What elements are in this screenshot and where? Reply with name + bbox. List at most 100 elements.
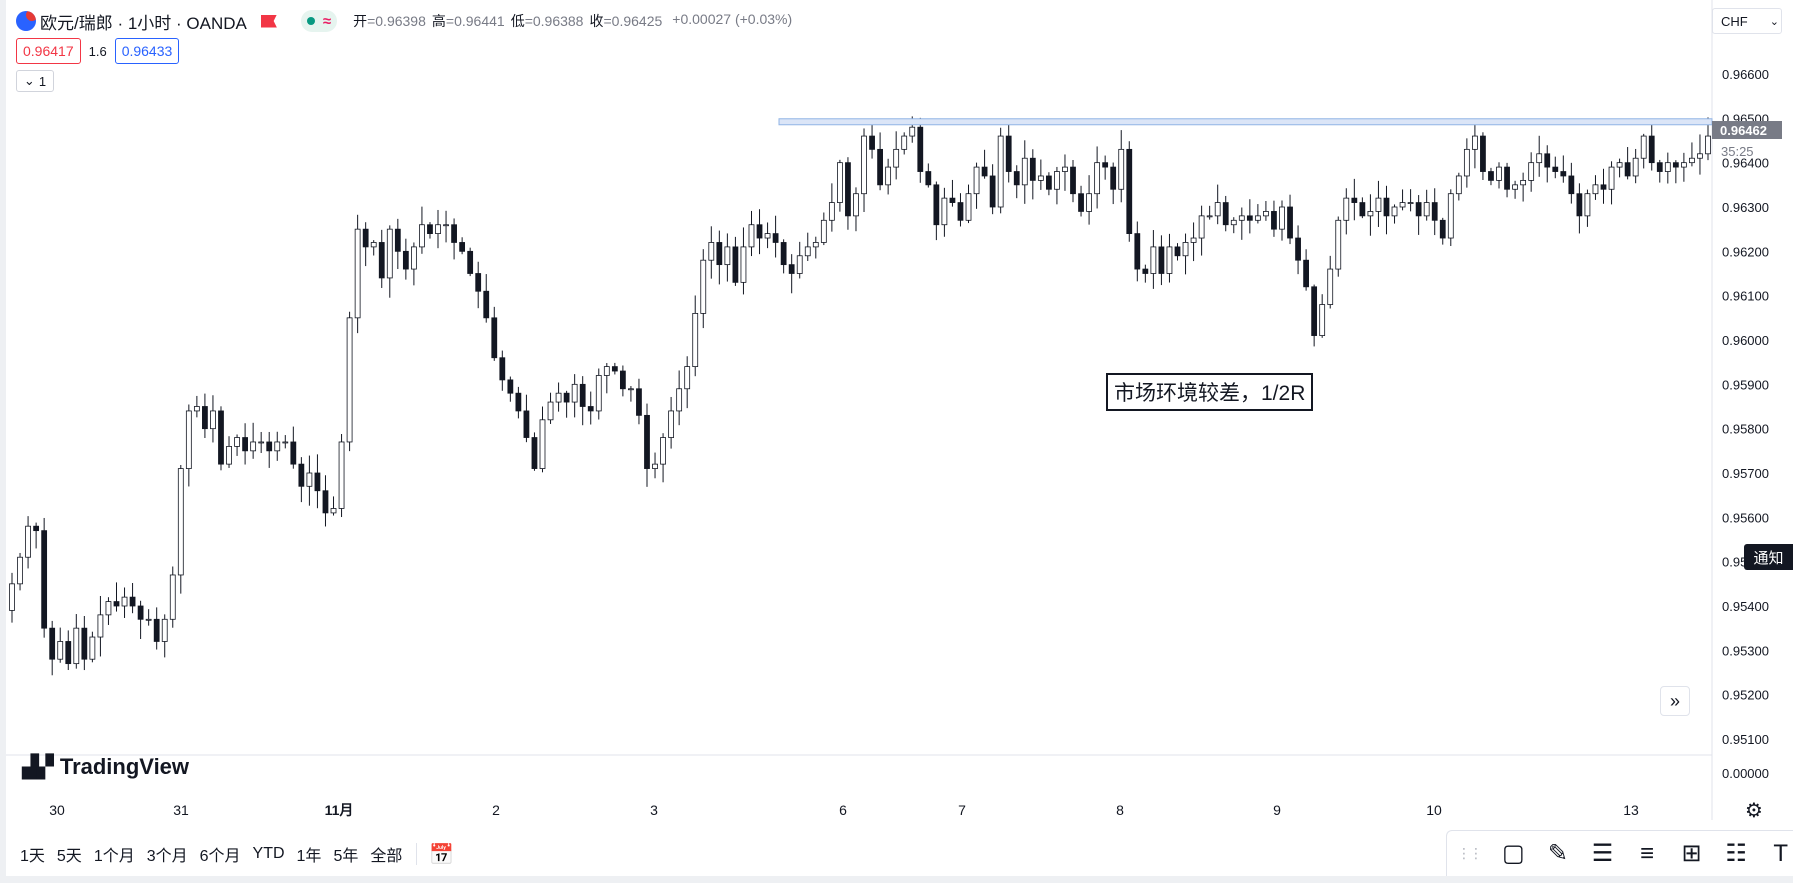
candle-down [845, 162, 851, 217]
price-range-icon[interactable]: ⊞ [1681, 840, 1702, 867]
candle-up [9, 583, 15, 611]
candle-up [435, 224, 441, 235]
text-icon[interactable]: T [1773, 839, 1789, 867]
candle-up [1343, 197, 1350, 221]
toolbar-divider [416, 843, 418, 865]
candle-up [1214, 202, 1221, 217]
candle-up [370, 242, 377, 248]
currency-pair-icon [16, 11, 36, 31]
timeframe-1y[interactable]: 1年 [296, 848, 322, 865]
candle-down [49, 627, 56, 660]
rectangle-icon[interactable]: ▢ [1501, 840, 1525, 867]
regression-icon[interactable]: ≡ [1640, 839, 1655, 867]
candle-up [346, 317, 353, 443]
drag-handle-icon[interactable]: ⋮⋮ [1457, 845, 1483, 861]
candle-up [1150, 246, 1157, 274]
candle-up [1094, 162, 1101, 195]
calendar-goto-icon[interactable]: 📅 [429, 843, 455, 866]
buy-price-button[interactable]: 0.96433 [114, 38, 180, 64]
timeframe-6m[interactable]: 6个月 [199, 848, 241, 865]
candle-up [1496, 166, 1502, 181]
brush-icon[interactable]: ✎ [1547, 840, 1568, 867]
tradingview-mark-icon: ▟▞ [22, 754, 54, 779]
time-tick-label: 30 [49, 802, 65, 818]
candle-up [57, 641, 64, 660]
candle-down [579, 383, 586, 407]
scroll-to-realtime-button[interactable]: » [1660, 686, 1690, 716]
timeframe-1m[interactable]: 1个月 [93, 848, 135, 865]
candle-down [611, 366, 618, 372]
open-value: =0.96398 [367, 13, 426, 29]
candle-up [386, 228, 393, 279]
price-tick-label: 0.96200 [1722, 244, 1769, 259]
candle-up [1512, 184, 1518, 190]
candle-up [1367, 211, 1374, 217]
candle-up [1680, 162, 1687, 168]
countdown-text: 35:25 [1721, 144, 1754, 159]
candle-down [772, 233, 779, 243]
candle-down [451, 224, 457, 243]
timeframe-1d[interactable]: 1天 [20, 848, 45, 865]
drawing-toolbar: ⋮⋮ ▢ ✎ ☰ ≡ ⊞ ☷ T [1446, 830, 1793, 876]
parallel-channel-icon[interactable]: ☰ [1591, 840, 1614, 867]
candle-up [1198, 215, 1205, 239]
timeframe-5y[interactable]: 5年 [333, 848, 359, 865]
candle-down [218, 410, 224, 465]
candle-up [692, 312, 699, 367]
price-tick-label: 0.95100 [1722, 732, 1769, 747]
candle-down [788, 264, 795, 274]
candle-up [419, 224, 425, 248]
price-tick-label: 0.96300 [1722, 200, 1769, 215]
symbol-title[interactable]: 欧元/瑞郎 · 1小时 · OANDA [40, 13, 247, 33]
current-price-label: 0.96462 35:25 [1712, 121, 1782, 159]
candle-down [1311, 286, 1318, 336]
candle-up [700, 259, 707, 314]
candle-up [1335, 219, 1342, 270]
indicators-toggle-button[interactable]: ⌄ 1 [16, 70, 54, 92]
timeframe-5d[interactable]: 5天 [56, 848, 82, 865]
candle-up [226, 445, 232, 465]
candle-up [1037, 175, 1044, 181]
candle-down [1383, 197, 1390, 217]
candle-down [33, 525, 40, 532]
candle-down [1102, 162, 1109, 168]
sell-price-button[interactable]: 0.96417 [16, 38, 81, 64]
candle-down [65, 641, 72, 665]
chart-text-annotation[interactable]: 市场环境较差，1/2R [1106, 373, 1314, 411]
market-status-pill[interactable]: ≈ [300, 10, 338, 32]
timeframe-all[interactable]: 全部 [370, 848, 403, 865]
chevron-down-icon: ⌄ [1769, 15, 1779, 28]
candle-up [1190, 237, 1197, 243]
candle-down [1431, 202, 1438, 221]
timeframe-3m[interactable]: 3个月 [146, 848, 188, 865]
candle-up [764, 233, 771, 239]
tradingview-logo[interactable]: ▟▞ TradingView [22, 754, 189, 780]
candle-down [1246, 215, 1253, 221]
candle-up [1327, 268, 1334, 305]
candle-up [1528, 162, 1535, 181]
wave-icon: ≈ [322, 12, 332, 30]
candle-up [1166, 246, 1173, 274]
resistance-line[interactable] [778, 118, 1713, 126]
candle-down [491, 317, 498, 359]
time-tick-label: 10 [1426, 802, 1442, 818]
candle-up [185, 410, 192, 469]
candle-down [1415, 202, 1422, 217]
candle-up [837, 162, 843, 203]
gear-icon[interactable]: ⚙ [1745, 800, 1763, 822]
candle-up [1472, 135, 1478, 150]
notifications-button[interactable]: 通知 [1744, 544, 1793, 570]
fib-icon[interactable]: ☷ [1725, 840, 1747, 867]
candle-down [917, 126, 924, 172]
candle-down [113, 601, 120, 607]
candle-down [981, 166, 988, 177]
candle-down [1174, 246, 1181, 257]
candle-up [25, 525, 31, 558]
timeframe-ytd[interactable]: YTD [252, 845, 285, 862]
currency-select[interactable]: CHF ⌄ [1712, 8, 1782, 34]
price-axis[interactable]: 0.966000.965000.964000.963000.962000.961… [1722, 67, 1769, 781]
candle-down [716, 242, 723, 266]
flag-icon[interactable] [260, 14, 277, 28]
time-axis[interactable]: 30 31 11月 2 3 6 7 8 9 10 13 [49, 802, 1639, 818]
